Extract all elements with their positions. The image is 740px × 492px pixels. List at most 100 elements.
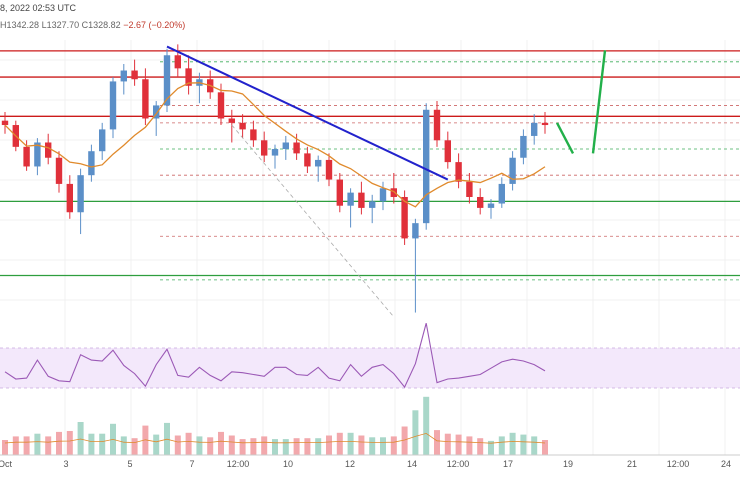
x-tick-label: 24 [721, 459, 731, 469]
volume-bar [282, 439, 289, 455]
volume-bar [336, 432, 343, 455]
rsi-line [4, 323, 546, 389]
candle-body [163, 55, 171, 106]
candle-series [1, 44, 549, 313]
volume-bar [444, 433, 451, 455]
candle-body [109, 81, 117, 130]
candle-body [304, 153, 311, 167]
volume-bar [455, 434, 462, 455]
candle-body [282, 142, 289, 150]
candle-body [455, 162, 462, 182]
volume-bar [531, 436, 538, 455]
x-tick-label: 12 [345, 459, 355, 469]
x-tick-label: 12:00 [227, 459, 250, 469]
volume-bar [153, 434, 160, 455]
rsi-band [0, 348, 740, 388]
volume-bar [401, 426, 408, 455]
volume-bar [239, 439, 246, 455]
ohlc-readout: H1342.28 L1327.70 C1328.82 −2.67 (−0.20%… [0, 20, 185, 30]
ohlc-low: L1327.70 [41, 20, 80, 30]
volume-bar [542, 440, 548, 455]
candle-body [520, 135, 527, 158]
volume-bar [326, 435, 332, 455]
x-tick-label: 12:00 [447, 459, 470, 469]
ohlc-change: −2.67 (−0.20%) [123, 20, 186, 30]
volume-bar [2, 440, 8, 455]
volume-bar [315, 438, 322, 455]
volume-bar [304, 438, 311, 455]
volume-bar [272, 439, 278, 455]
candle-body [250, 129, 257, 141]
volume-bar [23, 436, 30, 455]
candle-body [379, 188, 387, 202]
candle-body [390, 188, 397, 197]
candle-body [412, 223, 419, 239]
candle-body [541, 122, 549, 126]
candle-body [88, 151, 95, 176]
rsi-panel [0, 323, 740, 389]
candle-body [239, 122, 246, 130]
volume-panel [2, 396, 548, 455]
candle-body [66, 183, 73, 213]
volume-bar [293, 438, 300, 455]
candle-body [217, 92, 225, 119]
candle-body [120, 70, 127, 82]
chart-title: 8, 2022 02:53 UTC [0, 3, 77, 13]
x-tick-label: 14 [407, 459, 417, 469]
candle-body [23, 146, 30, 167]
volume-bar [77, 422, 84, 455]
volume-bar [196, 436, 203, 455]
x-tick-label: 21 [627, 459, 637, 469]
volume-bar [498, 436, 505, 455]
x-tick-label: 10 [283, 459, 293, 469]
volume-bar [66, 431, 73, 455]
x-tick-label: 12:00 [667, 459, 690, 469]
candle-body [45, 142, 52, 158]
volume-bar [477, 438, 484, 455]
candle-body [336, 179, 343, 206]
volume-bar [12, 436, 19, 455]
x-tick-label: 3 [63, 459, 68, 469]
candle-body [315, 159, 322, 167]
chart-overlays [4, 45, 607, 318]
candle-body [55, 157, 63, 184]
candle-body [358, 192, 365, 208]
candle-body [261, 140, 268, 156]
candle-body [99, 129, 106, 152]
ohlc-high: H1342.28 [0, 20, 40, 30]
time-axis: Oct 3 5 7 12:00 10 12 14 12:00 17 19 21 12:00 24 [0, 454, 740, 469]
candle-body [477, 196, 484, 208]
candle-body [347, 192, 354, 206]
volume-bar [488, 440, 494, 455]
volume-bar [358, 435, 365, 455]
x-tick-label: 7 [189, 459, 194, 469]
candle-body [401, 196, 408, 239]
volume-bar [185, 432, 192, 455]
projection-dashed-line [231, 124, 395, 318]
volume-bar [131, 438, 138, 455]
volume-bar [423, 396, 430, 455]
volume-bar [520, 434, 527, 455]
trend-line [166, 45, 449, 181]
candle-body [185, 68, 192, 86]
candle-body [423, 109, 430, 224]
volume-bar [56, 431, 62, 455]
volume-bar [45, 436, 52, 455]
x-tick-label: 17 [503, 459, 513, 469]
candle-body [531, 122, 538, 136]
volume-bar [390, 436, 397, 455]
forecast-up-leg [591, 50, 607, 154]
x-tick-label: Oct [0, 459, 12, 469]
volume-bar [509, 432, 516, 455]
candle-body [1, 120, 9, 126]
volume-bar [228, 435, 235, 455]
candle-body [293, 142, 300, 154]
volume-bar [120, 436, 127, 455]
candle-body [77, 175, 84, 213]
candle-body [509, 157, 516, 184]
volume-bar [99, 433, 106, 455]
candle-body [142, 79, 149, 119]
candle-body [487, 203, 495, 208]
candle-body [271, 149, 279, 156]
